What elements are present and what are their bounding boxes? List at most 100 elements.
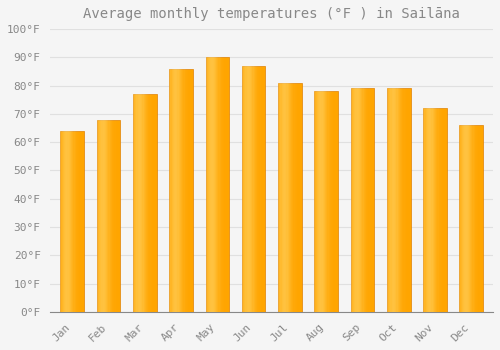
Bar <box>358 89 359 312</box>
Bar <box>401 89 402 312</box>
Bar <box>64 131 65 312</box>
Bar <box>470 125 472 312</box>
Bar <box>288 83 290 312</box>
Bar <box>463 125 464 312</box>
Bar <box>294 83 296 312</box>
Bar <box>146 94 147 312</box>
Bar <box>474 125 475 312</box>
Bar <box>208 57 209 312</box>
Bar <box>136 94 138 312</box>
Bar <box>169 69 193 312</box>
Bar <box>221 57 222 312</box>
Bar <box>423 108 424 312</box>
Bar <box>209 57 210 312</box>
Bar <box>350 89 374 312</box>
Bar <box>264 66 266 312</box>
Bar <box>324 91 325 312</box>
Bar <box>330 91 331 312</box>
Bar <box>472 125 474 312</box>
Bar <box>392 89 393 312</box>
Bar <box>400 89 401 312</box>
Bar <box>394 89 395 312</box>
Bar <box>262 66 263 312</box>
Bar <box>60 131 62 312</box>
Bar <box>424 108 426 312</box>
Bar <box>133 94 134 312</box>
Bar <box>469 125 470 312</box>
Bar <box>440 108 441 312</box>
Bar <box>434 108 435 312</box>
Bar <box>336 91 337 312</box>
Bar <box>96 120 120 312</box>
Bar <box>480 125 482 312</box>
Bar <box>187 69 188 312</box>
Bar <box>427 108 428 312</box>
Bar <box>476 125 477 312</box>
Bar <box>242 66 266 312</box>
Bar <box>251 66 252 312</box>
Bar <box>368 89 370 312</box>
Bar <box>138 94 139 312</box>
Bar <box>402 89 404 312</box>
Bar <box>352 89 353 312</box>
Bar <box>83 131 84 312</box>
Bar <box>354 89 356 312</box>
Bar <box>192 69 193 312</box>
Bar <box>222 57 223 312</box>
Bar <box>462 125 463 312</box>
Bar <box>224 57 226 312</box>
Bar <box>468 125 469 312</box>
Bar <box>174 69 175 312</box>
Title: Average monthly temperatures (°F ) in Sailāna: Average monthly temperatures (°F ) in Sa… <box>84 7 460 21</box>
Bar <box>406 89 407 312</box>
Bar <box>70 131 71 312</box>
Bar <box>278 83 301 312</box>
Bar <box>154 94 156 312</box>
Bar <box>215 57 216 312</box>
Bar <box>255 66 256 312</box>
Bar <box>175 69 176 312</box>
Bar <box>404 89 406 312</box>
Bar <box>99 120 100 312</box>
Bar <box>144 94 146 312</box>
Bar <box>206 57 208 312</box>
Bar <box>359 89 360 312</box>
Bar <box>322 91 324 312</box>
Bar <box>141 94 142 312</box>
Bar <box>72 131 74 312</box>
Bar <box>442 108 444 312</box>
Bar <box>286 83 288 312</box>
Bar <box>423 108 447 312</box>
Bar <box>407 89 408 312</box>
Bar <box>152 94 153 312</box>
Bar <box>320 91 322 312</box>
Bar <box>249 66 250 312</box>
Bar <box>62 131 63 312</box>
Bar <box>337 91 338 312</box>
Bar <box>65 131 66 312</box>
Bar <box>441 108 442 312</box>
Bar <box>112 120 113 312</box>
Bar <box>350 89 352 312</box>
Bar <box>366 89 367 312</box>
Bar <box>105 120 106 312</box>
Bar <box>398 89 400 312</box>
Bar <box>353 89 354 312</box>
Bar <box>326 91 328 312</box>
Bar <box>142 94 144 312</box>
Bar <box>390 89 392 312</box>
Bar <box>147 94 148 312</box>
Bar <box>119 120 120 312</box>
Bar <box>282 83 283 312</box>
Bar <box>364 89 365 312</box>
Bar <box>178 69 180 312</box>
Bar <box>280 83 281 312</box>
Bar <box>464 125 466 312</box>
Bar <box>181 69 182 312</box>
Bar <box>290 83 291 312</box>
Bar <box>78 131 80 312</box>
Bar <box>373 89 374 312</box>
Bar <box>367 89 368 312</box>
Bar <box>169 69 170 312</box>
Bar <box>102 120 104 312</box>
